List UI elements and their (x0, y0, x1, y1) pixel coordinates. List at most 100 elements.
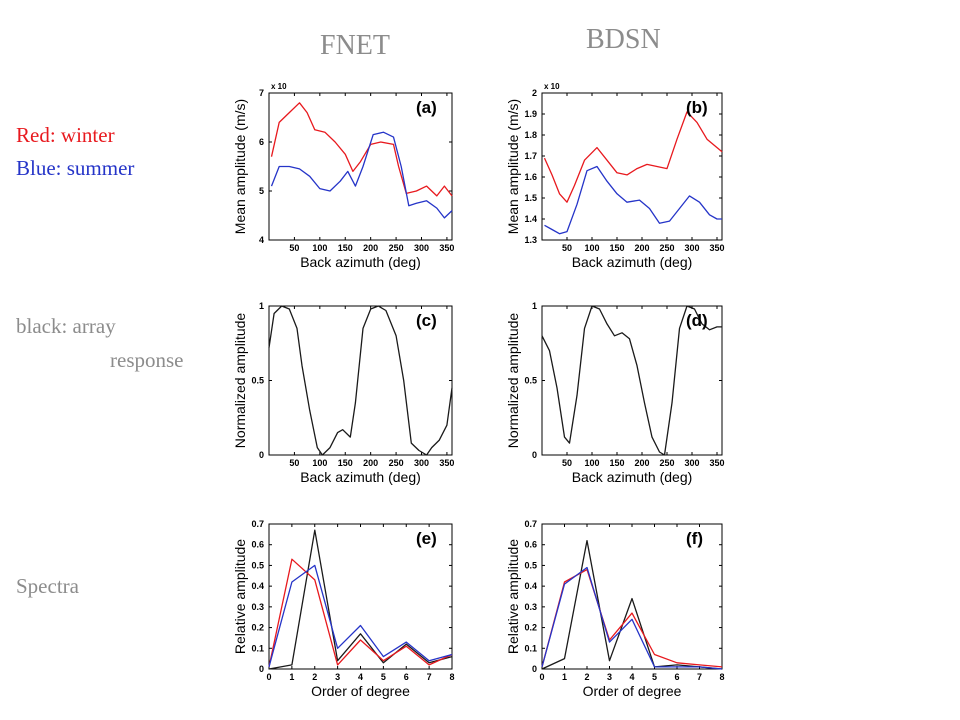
y-tick-label-a: 6 (259, 137, 264, 147)
legend-black-array: black: array (16, 314, 116, 338)
x-tick-label-b: 300 (684, 243, 699, 253)
x-tick-label-e: 7 (427, 672, 432, 682)
x-axis-label-e: Order of degree (311, 683, 410, 699)
legend-red-winter: Red: winter (16, 123, 115, 147)
y-tick-label-e: 0.2 (251, 623, 264, 633)
x-tick-label-e: 4 (358, 672, 363, 682)
y-tick-label-f: 0.5 (524, 560, 537, 570)
x-tick-label-c: 300 (414, 458, 429, 468)
x-tick-label-f: 0 (539, 672, 544, 682)
y-tick-label-b: 1.4 (524, 214, 537, 224)
panel-tag-f: (f) (686, 529, 703, 548)
legend-spectra: Spectra (16, 574, 79, 598)
x-tick-label-c: 250 (389, 458, 404, 468)
panel-tag-b: (b) (686, 98, 708, 117)
y-tick-label-b: 1.5 (524, 193, 537, 203)
panel-a: 50 100 150 200 250 300 350 4 5 6 7 x 10 (a) Back azim… (232, 82, 454, 270)
x-tick-label-c: 200 (363, 458, 378, 468)
x-tick-label-b: 250 (659, 243, 674, 253)
y-exponent-label-b: x 10 (544, 82, 560, 91)
x-tick-label-a: 50 (289, 243, 299, 253)
y-tick-label-a: 7 (259, 88, 264, 98)
series-line-b-red (543, 111, 723, 203)
y-tick-label-a: 4 (259, 235, 264, 245)
y-tick-label-e: 0.5 (251, 560, 264, 570)
series-line-a-red (270, 102, 453, 197)
panel-tag-e: (e) (416, 529, 437, 548)
y-axis-label-a: Mean amplitude (m/s) (232, 99, 248, 234)
series-line-f-red (541, 568, 723, 668)
x-tick-label-f: 1 (562, 672, 567, 682)
series-line-c-black (268, 305, 453, 456)
x-tick-label-d: 150 (609, 458, 624, 468)
x-tick-label-a: 200 (363, 243, 378, 253)
x-tick-label-f: 2 (584, 672, 589, 682)
x-tick-label-b: 350 (709, 243, 724, 253)
x-axis-label-a: Back azimuth (deg) (300, 254, 421, 270)
y-tick-label-e: 0.3 (251, 602, 264, 612)
y-tick-label-e: 0.1 (251, 643, 264, 653)
x-tick-label-b: 200 (634, 243, 649, 253)
x-tick-label-a: 350 (439, 243, 454, 253)
y-tick-label-c: 0 (259, 450, 264, 460)
x-tick-label-c: 50 (289, 458, 299, 468)
y-exponent-label-a: x 10 (271, 82, 287, 91)
panel-tag-c: (c) (416, 311, 437, 330)
y-axis-label-d: Normalized amplitude (505, 313, 521, 449)
y-tick-label-e: 0.6 (251, 540, 264, 550)
x-axis-label-f: Order of degree (583, 683, 682, 699)
x-axis-label-c: Back azimuth (deg) (300, 469, 421, 485)
x-tick-label-f: 5 (652, 672, 657, 682)
y-tick-label-f: 0.3 (524, 602, 537, 612)
x-tick-label-f: 3 (607, 672, 612, 682)
x-tick-label-a: 300 (414, 243, 429, 253)
x-tick-label-f: 6 (674, 672, 679, 682)
series-line-f-black (541, 539, 723, 670)
panel-e: 0 1 2 3 4 5 6 7 8 0 0.1 0.2 0.3 0.4 0.5 0.6 0.7 (e) Order … (232, 519, 455, 699)
x-tick-label-f: 4 (629, 672, 634, 682)
x-tick-label-d: 100 (584, 458, 599, 468)
series-line-f-blue (541, 566, 723, 670)
y-tick-label-d: 0.5 (524, 376, 537, 386)
x-tick-label-e: 1 (289, 672, 294, 682)
x-tick-label-d: 300 (684, 458, 699, 468)
y-tick-label-f: 0.4 (524, 581, 537, 591)
y-tick-label-b: 1.6 (524, 172, 537, 182)
y-tick-label-e: 0 (259, 664, 264, 674)
y-tick-label-b: 1.8 (524, 130, 537, 140)
x-tick-label-c: 150 (338, 458, 353, 468)
y-tick-label-c: 0.5 (251, 376, 264, 386)
x-axis-label-b: Back azimuth (deg) (572, 254, 693, 270)
y-axis-label-b: Mean amplitude (m/s) (505, 99, 521, 234)
x-tick-label-a: 250 (389, 243, 404, 253)
x-tick-label-c: 100 (312, 458, 327, 468)
y-axis-label-e: Relative amplitude (232, 539, 248, 654)
column-title-fnet: FNET (320, 30, 390, 61)
y-tick-label-f: 0.6 (524, 540, 537, 550)
plot-frame-b (541, 92, 723, 241)
legend-blue-summer: Blue: summer (16, 156, 135, 180)
x-tick-label-b: 100 (584, 243, 599, 253)
x-tick-label-e: 0 (266, 672, 271, 682)
panel-f: 0 1 2 3 4 5 6 7 8 0 0.1 0.2 0.3 0.4 0.5 0.6 0.7 (f) Order … (505, 519, 725, 699)
y-tick-label-e: 0.7 (251, 519, 264, 529)
x-tick-label-a: 150 (338, 243, 353, 253)
series-line-d-black (541, 305, 722, 456)
y-tick-label-b: 1.3 (524, 235, 537, 245)
y-tick-label-f: 0.1 (524, 643, 537, 653)
series-line-e-red (268, 558, 453, 668)
y-axis-label-c: Normalized amplitude (232, 313, 248, 449)
y-tick-label-d: 0 (532, 450, 537, 460)
x-tick-label-e: 2 (312, 672, 317, 682)
panel-d: 50 100 150 200 250 300 350 0 0.5 1 (d) Back azimuth… (505, 301, 725, 485)
plot-frame-a (268, 92, 453, 241)
panel-tag-d: (d) (686, 311, 708, 330)
y-axis-label-f: Relative amplitude (505, 539, 521, 654)
panel-b: 50 100 150 200 250 300 350 1.3 1.4 1.5 1.6 1.7 1.8 1.… (505, 82, 725, 270)
series-line-e-black (268, 529, 453, 670)
x-tick-label-e: 6 (404, 672, 409, 682)
panel-c: 50 100 150 200 250 300 350 0 0.5 1 (c) Back azimuth… (232, 301, 454, 485)
y-tick-label-f: 0 (532, 664, 537, 674)
x-axis-label-d: Back azimuth (deg) (572, 469, 693, 485)
